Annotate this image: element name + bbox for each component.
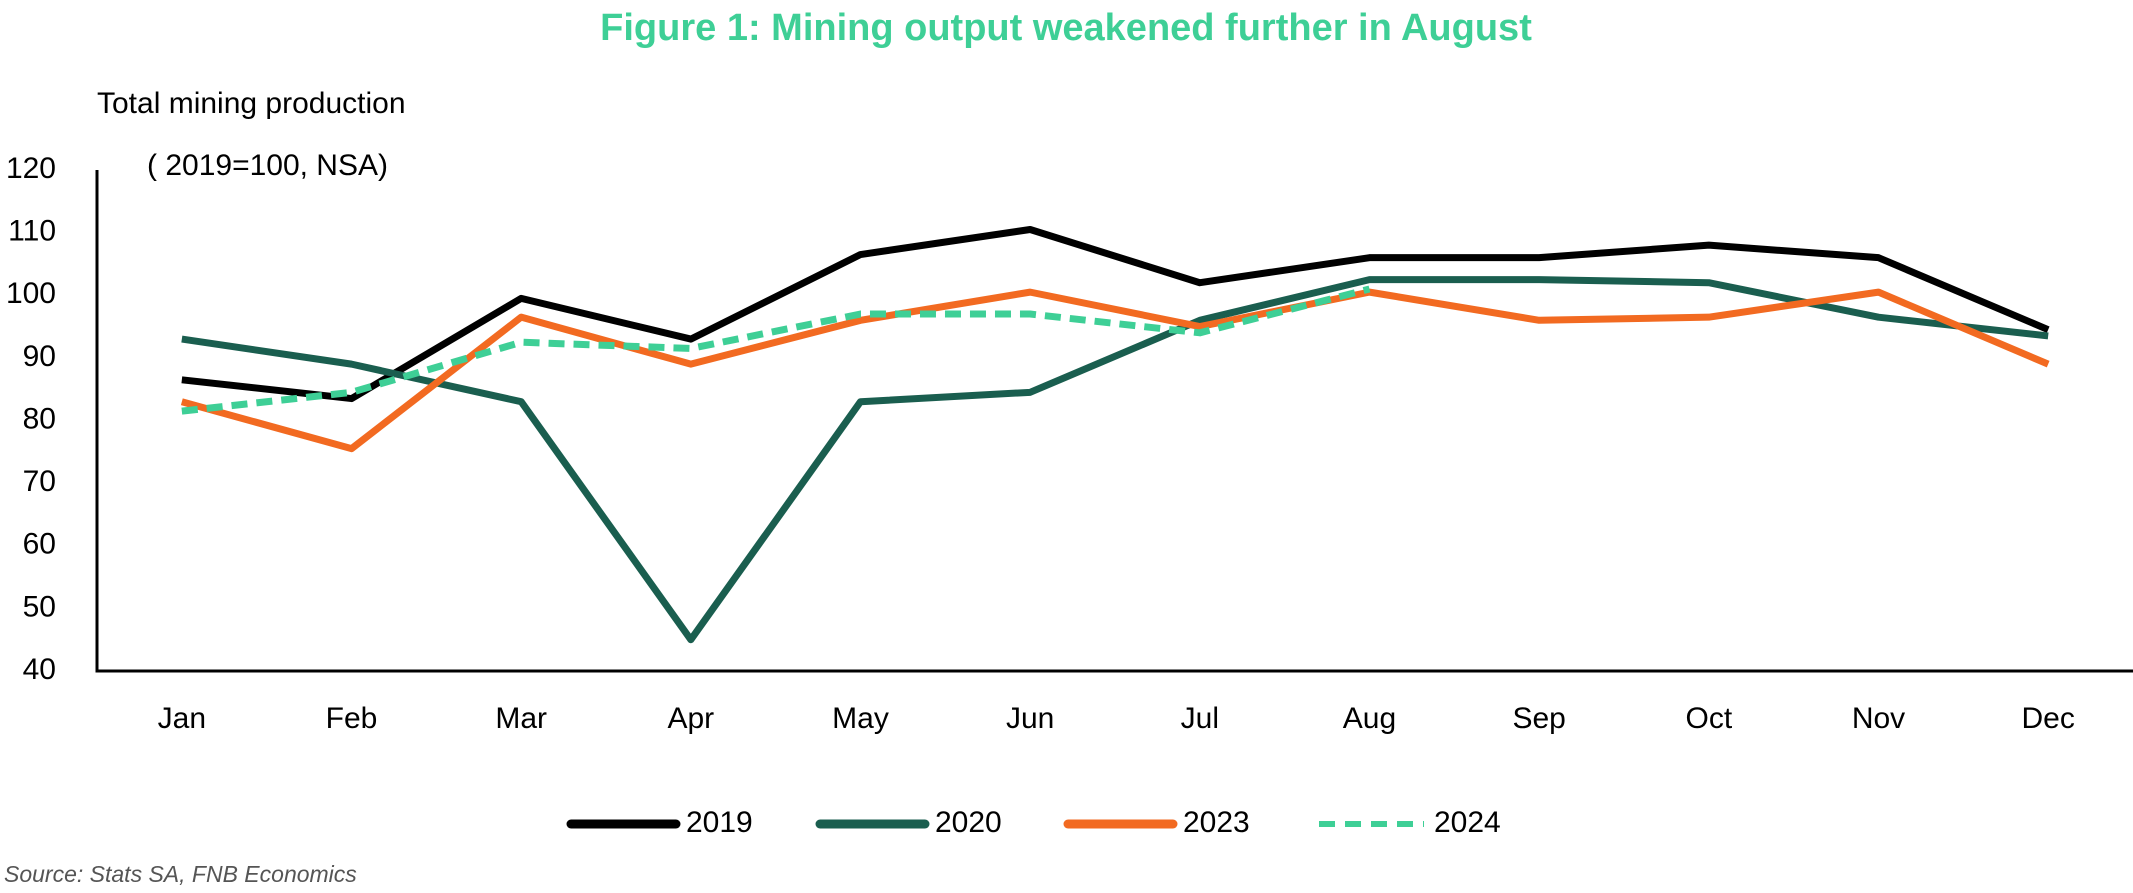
x-tick-label: Jan	[158, 702, 206, 735]
y-tick-label: 80	[23, 402, 56, 435]
y-tick-label: 50	[23, 590, 56, 623]
y-tick-label: 70	[23, 465, 56, 498]
legend-label: 2023	[1183, 806, 1250, 839]
x-tick-label: Oct	[1685, 702, 1732, 735]
x-tick-label: Nov	[1852, 702, 1905, 735]
x-tick-label: Mar	[495, 702, 547, 735]
legend-label: 2024	[1434, 806, 1501, 839]
legend-label: 2019	[686, 806, 753, 839]
series-line	[181, 285, 1371, 415]
x-tick-label: Dec	[2021, 702, 2074, 735]
y-tick-label: 120	[6, 152, 56, 185]
x-tick-label: Aug	[1343, 702, 1396, 735]
x-tick-label: Feb	[326, 702, 378, 735]
x-tick-label: May	[832, 702, 889, 735]
x-tick-label: Jun	[1006, 702, 1054, 735]
y-axis-label: Total mining production	[97, 87, 406, 120]
series-line	[181, 276, 2049, 644]
x-tick-label: Apr	[667, 702, 714, 735]
legend-label: 2020	[935, 806, 1002, 839]
chart-title: Figure 1: Mining output weakened further…	[600, 7, 1532, 49]
y-tick-label: 110	[8, 215, 56, 248]
y-tick-label: 60	[23, 528, 56, 561]
source: Source: Stats SA, FNB Economics	[4, 861, 357, 887]
series-line	[181, 225, 2050, 403]
y-tick-label: 90	[23, 340, 56, 373]
y-tick-label: 100	[6, 277, 56, 310]
y-axis-sublabel: ( 2019=100, NSA)	[147, 149, 388, 182]
y-tick-label: 40	[23, 653, 56, 686]
x-tick-label: Sep	[1512, 702, 1565, 735]
series-line	[180, 288, 2050, 453]
x-tick-label: Jul	[1181, 702, 1219, 735]
